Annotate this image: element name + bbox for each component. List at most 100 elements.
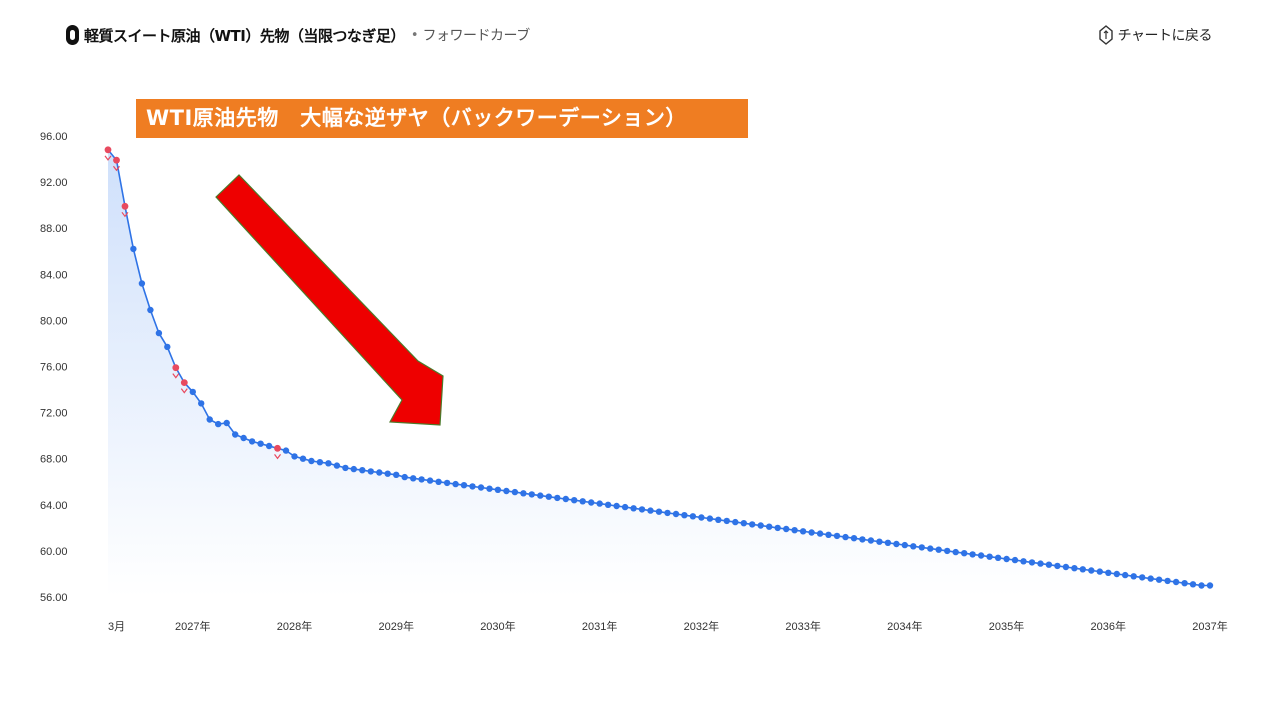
data-point bbox=[1113, 570, 1121, 578]
data-point bbox=[1079, 566, 1087, 573]
page-title: 軽質スイート原油（WTI）先物（当限つなぎ足） bbox=[84, 26, 405, 45]
x-tick-label: 2035年 bbox=[989, 619, 1024, 633]
data-point bbox=[876, 538, 883, 545]
data-point bbox=[282, 447, 290, 454]
data-point bbox=[808, 529, 815, 536]
data-point bbox=[859, 536, 866, 543]
highlighted-data-point bbox=[121, 202, 129, 210]
data-point bbox=[952, 548, 959, 556]
data-point bbox=[1011, 556, 1019, 564]
y-tick-label: 60.00 bbox=[40, 546, 68, 558]
data-point bbox=[604, 501, 612, 508]
data-point bbox=[1037, 560, 1044, 567]
data-point bbox=[130, 245, 137, 253]
data-point bbox=[189, 388, 196, 396]
data-point bbox=[469, 483, 476, 490]
data-point bbox=[147, 306, 154, 314]
data-point bbox=[138, 280, 146, 287]
data-point bbox=[418, 476, 425, 483]
data-point bbox=[460, 482, 468, 489]
logo-icon bbox=[66, 25, 79, 45]
data-point bbox=[232, 431, 239, 438]
data-point bbox=[350, 465, 357, 473]
y-tick-label: 96.00 bbox=[40, 131, 68, 143]
data-point bbox=[867, 537, 875, 544]
back-chart-icon bbox=[1098, 25, 1113, 45]
data-point bbox=[410, 475, 417, 482]
data-point bbox=[621, 503, 629, 511]
y-tick-label: 88.00 bbox=[40, 223, 68, 235]
data-point bbox=[647, 507, 654, 514]
data-point bbox=[316, 459, 324, 466]
data-point bbox=[384, 470, 391, 477]
data-point bbox=[1189, 581, 1197, 588]
highlight-check-icon bbox=[172, 373, 180, 379]
data-point bbox=[1164, 577, 1171, 585]
data-point bbox=[435, 478, 442, 485]
data-point bbox=[426, 477, 434, 484]
data-point bbox=[816, 530, 824, 537]
data-point bbox=[850, 535, 858, 542]
data-point bbox=[206, 416, 213, 423]
x-tick-label: 3月 bbox=[108, 621, 125, 633]
data-point bbox=[393, 471, 400, 478]
data-point bbox=[367, 468, 374, 475]
data-point bbox=[596, 500, 603, 507]
data-point bbox=[630, 505, 637, 512]
data-point bbox=[1105, 569, 1112, 576]
data-point bbox=[638, 506, 646, 513]
x-tick-label: 2030年 bbox=[480, 619, 515, 633]
y-tick-label: 64.00 bbox=[40, 500, 68, 512]
data-point bbox=[842, 533, 849, 541]
series-markers bbox=[104, 146, 1214, 589]
data-point bbox=[1181, 580, 1188, 587]
data-point bbox=[554, 494, 561, 502]
data-point bbox=[1147, 575, 1154, 582]
y-tick-label: 80.00 bbox=[40, 315, 68, 327]
y-tick-label: 92.00 bbox=[40, 177, 68, 189]
data-point bbox=[571, 497, 578, 504]
data-point bbox=[901, 541, 908, 549]
data-point bbox=[1096, 568, 1104, 575]
data-point bbox=[1122, 571, 1129, 579]
data-point bbox=[893, 540, 900, 548]
data-point bbox=[732, 518, 739, 526]
highlighted-data-point bbox=[172, 364, 180, 372]
data-point bbox=[927, 545, 934, 552]
highlight-check-icon bbox=[112, 165, 120, 172]
data-point bbox=[477, 484, 485, 491]
data-point bbox=[715, 516, 722, 523]
x-tick-label: 2036年 bbox=[1091, 619, 1126, 633]
data-point bbox=[511, 488, 519, 496]
data-point bbox=[1130, 573, 1137, 580]
data-point bbox=[766, 523, 773, 530]
data-point bbox=[164, 343, 171, 351]
data-point bbox=[986, 553, 993, 560]
data-point bbox=[452, 480, 459, 488]
data-point bbox=[1062, 563, 1070, 571]
data-point bbox=[155, 329, 163, 337]
data-point bbox=[1028, 559, 1036, 566]
data-point bbox=[1071, 565, 1078, 572]
data-point bbox=[376, 469, 383, 476]
title-separator: • bbox=[410, 27, 419, 43]
highlighted-data-point bbox=[113, 156, 120, 164]
data-point bbox=[613, 502, 620, 510]
x-tick-label: 2027年 bbox=[175, 619, 210, 633]
data-point bbox=[833, 532, 841, 540]
highlight-check-icon bbox=[180, 388, 188, 394]
x-tick-label: 2034年 bbox=[887, 619, 922, 633]
highlight-check-icon bbox=[274, 453, 282, 460]
data-point bbox=[545, 493, 552, 500]
data-point bbox=[672, 510, 680, 518]
back-to-chart-button[interactable]: チャートに戻る bbox=[1098, 23, 1213, 47]
data-point bbox=[757, 522, 764, 529]
data-point bbox=[299, 455, 307, 462]
highlight-check-icon bbox=[121, 211, 129, 218]
data-point bbox=[935, 546, 942, 553]
data-point bbox=[486, 485, 493, 492]
y-axis: 96.00 92.00 88.00 84.00 80.00 76.00 72.00 68.00… bbox=[40, 131, 68, 604]
data-point bbox=[537, 492, 544, 499]
data-point bbox=[588, 499, 595, 506]
y-tick-label: 56.00 bbox=[40, 592, 68, 604]
